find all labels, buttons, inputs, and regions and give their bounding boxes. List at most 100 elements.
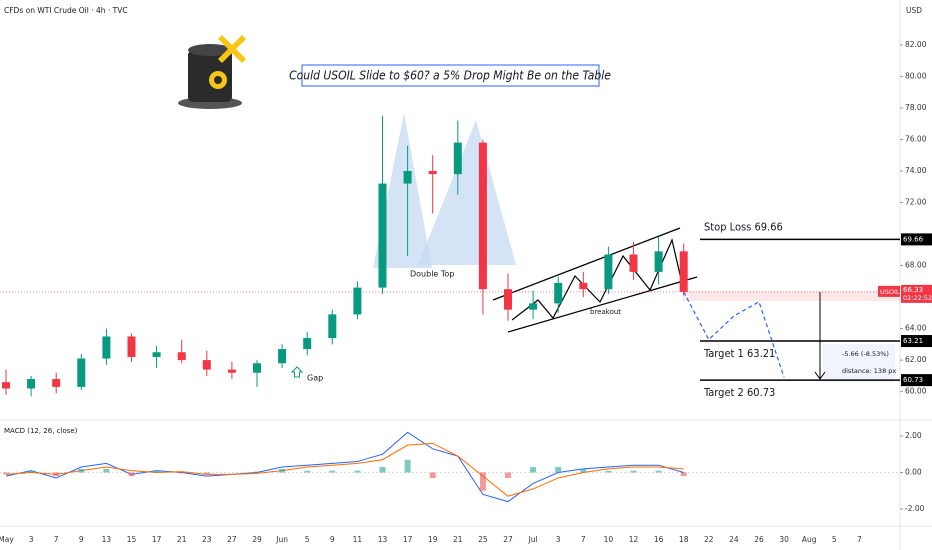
double-top-shape bbox=[418, 120, 516, 265]
x-tick-label: 27 bbox=[503, 535, 513, 544]
level-axis-label: 69.66 bbox=[903, 235, 924, 243]
candle-body bbox=[529, 303, 538, 310]
candle-body bbox=[27, 379, 36, 389]
measure-change: -5.66 (-8.53%) bbox=[842, 350, 889, 358]
x-tick-label: 18 bbox=[679, 535, 689, 544]
level-axis-tag bbox=[901, 335, 932, 348]
histogram-bar bbox=[178, 472, 185, 474]
double-top-shape bbox=[373, 113, 432, 268]
price-zone bbox=[683, 290, 900, 301]
measure-arrowhead bbox=[814, 371, 826, 380]
measure-box bbox=[823, 344, 895, 382]
symbol-header: CFDs on WTI Crude Oil · 4h · TVC bbox=[4, 6, 128, 15]
candle-body bbox=[654, 251, 663, 272]
histogram-bar bbox=[580, 468, 587, 473]
candle-body bbox=[554, 282, 563, 304]
x-tick-label: Jun bbox=[275, 535, 288, 544]
oil-barrel-icon bbox=[178, 35, 246, 109]
y-tick-label: 64.00 bbox=[905, 324, 927, 333]
candle-body bbox=[127, 336, 136, 357]
x-tick-label: 21 bbox=[453, 535, 463, 544]
currency: USD bbox=[906, 6, 922, 15]
histogram-bar bbox=[479, 472, 486, 491]
y-tick-label: 80.00 bbox=[905, 71, 927, 80]
level-label: Target 1 63.21 bbox=[703, 347, 775, 360]
histogram-bar bbox=[605, 470, 612, 473]
histogram-bar bbox=[78, 468, 85, 473]
x-tick-label: 24 bbox=[729, 535, 739, 544]
symbol-label: USOIL bbox=[880, 288, 900, 296]
x-tick-label: 11 bbox=[353, 535, 363, 544]
measure-distance: distance: 138 px bbox=[842, 367, 896, 375]
pattern-label: Double Top bbox=[410, 270, 454, 279]
candle-body bbox=[253, 363, 261, 373]
title-box bbox=[301, 64, 600, 87]
x-tick-label: 30 bbox=[779, 535, 789, 544]
countdown: 02:22:52 bbox=[903, 294, 932, 302]
channel-line bbox=[492, 227, 681, 301]
level-axis-tag bbox=[901, 233, 932, 246]
y-tick-label: 62.00 bbox=[905, 355, 927, 364]
x-tick-label: 15 bbox=[127, 535, 137, 544]
x-tick-label: 3 bbox=[556, 535, 561, 544]
price-axis-label: 66.33 bbox=[903, 286, 923, 294]
x-tick-label: 27 bbox=[227, 535, 237, 544]
y-tick-label: 68.00 bbox=[905, 261, 927, 270]
x-tick-label: 17 bbox=[152, 535, 162, 544]
level-axis-label: 63.21 bbox=[903, 337, 923, 345]
candle-body bbox=[102, 336, 111, 359]
candle-body bbox=[453, 142, 462, 175]
candle-body bbox=[52, 379, 61, 387]
candle-body bbox=[504, 289, 512, 310]
price-axis-tag bbox=[901, 284, 932, 303]
x-tick-label: 23 bbox=[202, 535, 212, 544]
zigzag bbox=[511, 238, 685, 321]
histogram-bar bbox=[404, 459, 411, 473]
histogram-bar bbox=[505, 472, 511, 478]
x-tick-label: 25 bbox=[478, 535, 488, 544]
y-tick-label: 82.00 bbox=[905, 40, 927, 49]
x-tick-label: 5 bbox=[832, 535, 837, 544]
chart-title: Could USOIL Slide to $60? a 5% Drop Migh… bbox=[289, 69, 611, 83]
x-tick-label: 13 bbox=[102, 535, 112, 544]
y-tick-label: 76.00 bbox=[905, 134, 927, 143]
x-tick-label: 3 bbox=[29, 535, 34, 544]
histogram-bar bbox=[655, 470, 662, 473]
indicator-label: MACD (12, 26, close) bbox=[4, 427, 78, 435]
histogram-bar bbox=[379, 467, 386, 473]
histogram-bar bbox=[429, 472, 436, 478]
x-tick-label: Jul bbox=[528, 535, 538, 544]
histogram-bar bbox=[279, 468, 286, 473]
x-tick-label: 21 bbox=[177, 535, 187, 544]
histogram-bar bbox=[630, 470, 637, 473]
histogram-bar bbox=[304, 470, 311, 473]
histogram-bar bbox=[680, 472, 687, 477]
histogram-bar bbox=[329, 470, 336, 473]
gap-arrow bbox=[290, 366, 304, 378]
histogram-bar bbox=[354, 470, 361, 473]
histogram-bar bbox=[153, 470, 160, 473]
x-tick-label: 7 bbox=[857, 535, 862, 544]
channel-line bbox=[507, 276, 698, 333]
candle-body bbox=[478, 142, 487, 290]
histogram-bar bbox=[103, 468, 110, 473]
breakout-label: breakout bbox=[590, 308, 621, 316]
candle-body bbox=[202, 360, 211, 370]
level-axis-tag bbox=[901, 374, 932, 387]
x-tick-label: 26 bbox=[754, 535, 764, 544]
candle-body bbox=[428, 170, 437, 175]
y2-tick-label: 2.00 bbox=[905, 431, 922, 440]
candle-body bbox=[278, 349, 287, 364]
x-tick-label: 9 bbox=[79, 535, 84, 544]
y2-tick-label: -2.00 bbox=[905, 504, 925, 513]
x-tick-label: 29 bbox=[252, 535, 262, 544]
indicator-line bbox=[5, 442, 684, 497]
x-tick-label: 9 bbox=[330, 535, 335, 544]
candle-body bbox=[2, 382, 10, 389]
candle-body bbox=[604, 254, 613, 290]
candle-body bbox=[152, 352, 161, 357]
level-axis-label: 60.73 bbox=[903, 376, 923, 384]
candle-body bbox=[353, 287, 362, 315]
histogram-bar bbox=[28, 470, 35, 473]
